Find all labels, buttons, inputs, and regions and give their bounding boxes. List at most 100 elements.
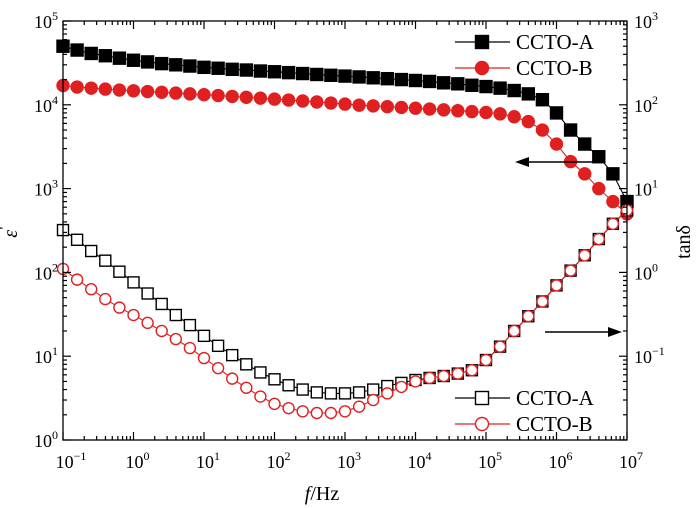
data-point-3-14 — [254, 390, 267, 403]
data-point-2-5 — [127, 276, 140, 289]
data-point-3-13 — [240, 381, 253, 394]
data-point-1-2 — [84, 81, 98, 95]
data-point-0-21 — [352, 70, 366, 84]
legend-top-label-1: CCTO-B — [516, 56, 593, 80]
tick-label-base: 10 — [34, 180, 52, 200]
tick-labels: 10−1 100 101 102 103 104 105 106 107100101102103… — [34, 9, 665, 472]
y-left-tick-label: 102 — [34, 260, 58, 283]
data-point-1-13 — [239, 90, 254, 104]
tick-label-base: 10 — [34, 431, 52, 451]
data-point-3-7 — [155, 324, 168, 338]
data-point-3-25 — [409, 375, 422, 388]
data-point-0-20 — [338, 69, 352, 83]
data-point-1-27 — [437, 103, 451, 117]
series-layer — [56, 39, 634, 420]
data-point-0-12 — [225, 62, 239, 77]
data-point-3-17 — [296, 405, 309, 418]
data-point-2-8 — [169, 308, 183, 322]
x-tick-label: 103 — [337, 449, 361, 472]
data-point-1-15 — [267, 92, 282, 106]
data-point-1-31 — [493, 107, 507, 121]
legend-bottom-marker-1 — [474, 416, 490, 432]
data-point-1-22 — [366, 99, 380, 113]
data-point-0-30 — [479, 79, 493, 94]
data-point-3-9 — [183, 341, 197, 355]
tick-label-exponent: 5 — [496, 449, 502, 463]
data-point-3-24 — [395, 380, 408, 394]
tick-label-base: 10 — [34, 347, 52, 367]
y-right-tick-label: 100 — [634, 260, 658, 283]
tick-label-base: 10 — [634, 347, 652, 367]
data-point-1-6 — [140, 84, 155, 99]
data-point-3-29 — [465, 364, 479, 377]
data-point-3-2 — [84, 283, 98, 296]
data-point-1-14 — [253, 91, 268, 105]
data-point-2-18 — [310, 386, 323, 399]
data-point-3-22 — [367, 393, 380, 407]
data-point-0-2 — [84, 46, 98, 61]
tick-label-base: 10 — [126, 452, 144, 472]
data-point-0-18 — [310, 67, 324, 82]
tick-label-exponent: 0 — [52, 428, 58, 442]
data-point-0-13 — [239, 63, 254, 77]
x-axis-label: f/Hz — [305, 483, 340, 505]
y-left-axis-label: ε' — [0, 226, 22, 238]
data-point-0-1 — [70, 43, 84, 57]
data-point-2-10 — [197, 329, 211, 343]
y-left-tick-label: 101 — [34, 344, 58, 367]
x-tick-label: 100 — [126, 449, 150, 472]
data-point-2-7 — [155, 297, 168, 311]
data-point-1-25 — [408, 101, 423, 115]
data-point-2-9 — [183, 318, 197, 332]
y-right-tick-label: 10−1 — [634, 344, 665, 367]
data-point-1-11 — [211, 88, 225, 103]
legend-top-marker-1 — [474, 60, 490, 76]
data-point-0-26 — [422, 74, 437, 89]
x-tick-label: 104 — [408, 449, 432, 472]
data-point-2-11 — [211, 339, 225, 353]
data-point-0-19 — [324, 68, 338, 82]
y-right-tick-label: 102 — [634, 93, 658, 116]
data-point-0-15 — [267, 65, 282, 79]
data-point-1-33 — [521, 114, 535, 129]
data-point-2-17 — [296, 383, 309, 396]
tick-label-exponent: 0 — [144, 449, 150, 463]
x-axis-label-symbol: f — [305, 483, 313, 505]
data-point-3-5 — [127, 308, 140, 322]
y-right-tick-label: 103 — [634, 9, 658, 32]
data-point-1-29 — [465, 104, 479, 119]
data-point-1-34 — [535, 123, 550, 137]
data-point-1-1 — [70, 80, 84, 94]
data-point-1-18 — [310, 95, 324, 109]
y-left-tick-label: 100 — [34, 428, 58, 451]
data-point-0-6 — [140, 55, 155, 69]
data-point-1-35 — [549, 137, 564, 151]
tick-label-exponent: 2 — [52, 260, 58, 274]
data-point-3-21 — [352, 400, 366, 413]
tick-label-base: 10 — [56, 452, 74, 472]
data-point-1-8 — [169, 86, 183, 100]
annotations — [515, 157, 622, 337]
axis-ticks — [62, 20, 628, 441]
data-point-1-26 — [422, 102, 437, 116]
y-right-tick-label: 101 — [634, 177, 658, 200]
data-point-2-22 — [367, 383, 380, 396]
data-point-1-24 — [394, 100, 409, 115]
tick-label-exponent: −1 — [74, 449, 87, 463]
data-point-0-24 — [394, 72, 409, 87]
data-point-1-23 — [380, 99, 394, 114]
x-tick-label: 105 — [478, 449, 502, 472]
arrow-left-head — [515, 157, 529, 167]
data-point-0-32 — [507, 83, 521, 98]
data-point-3-1 — [70, 273, 84, 286]
data-point-1-4 — [112, 83, 127, 97]
x-tick-label: 107 — [619, 449, 643, 472]
data-point-1-20 — [338, 97, 352, 111]
data-point-0-17 — [296, 66, 310, 81]
data-point-2-3 — [99, 254, 112, 267]
y-left-tick-label: 103 — [34, 177, 58, 200]
data-point-0-38 — [592, 150, 606, 164]
data-point-2-14 — [254, 366, 267, 379]
data-point-2-1 — [70, 233, 84, 246]
